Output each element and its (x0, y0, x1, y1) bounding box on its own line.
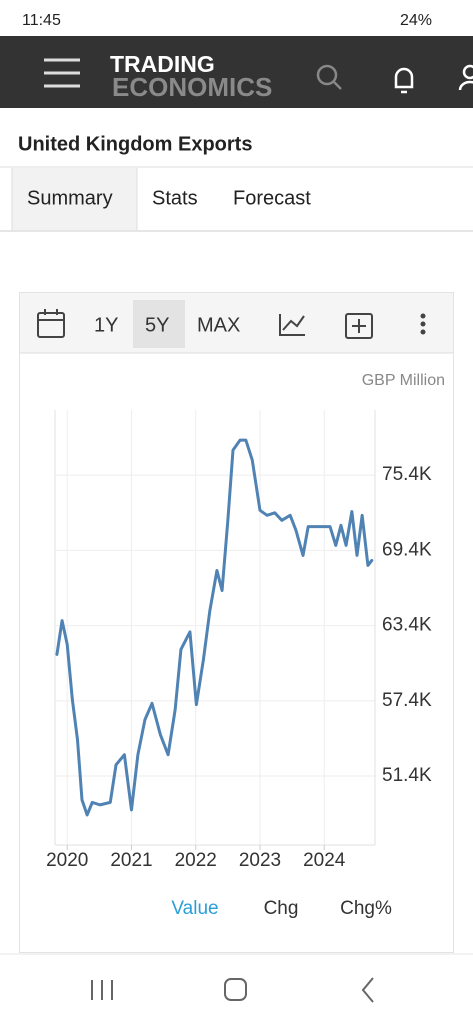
status-bar (0, 0, 473, 36)
status-battery: 24% (400, 12, 432, 29)
view-toggle[interactable]: Chg (264, 898, 299, 919)
logo-top: TRADING (110, 51, 215, 77)
compare-icon[interactable] (345, 313, 373, 339)
x-tick-label: 2020 (46, 850, 88, 871)
view-toggle[interactable]: Chg% (340, 898, 392, 919)
x-tick-label: 2023 (239, 850, 281, 871)
x-tick-label: 2021 (110, 850, 152, 871)
menu-icon[interactable] (44, 58, 80, 88)
y-tick-label: 51.4K (382, 765, 432, 786)
data-line (55, 438, 374, 817)
chart-card (19, 292, 454, 953)
y-tick-label: 75.4K (382, 464, 432, 485)
range-button[interactable]: 1Y (94, 314, 118, 336)
tab[interactable]: Stats (152, 187, 198, 209)
view-toggle[interactable]: Value (171, 898, 218, 919)
tab[interactable]: Summary (27, 187, 113, 209)
range-active-bg (133, 300, 185, 348)
tab[interactable]: Forecast (233, 187, 311, 209)
page-title: United Kingdom Exports (18, 133, 252, 155)
more-icon[interactable] (420, 313, 426, 335)
unit-label: GBP Million (362, 372, 445, 389)
range-button[interactable]: 5Y (145, 314, 169, 336)
logo-bottom: ECONOMICS (112, 72, 272, 102)
status-time: 11:45 (22, 12, 61, 29)
tab-active-bg (12, 168, 137, 230)
x-tick-label: 2022 (175, 850, 217, 871)
nav-back[interactable] (361, 977, 374, 1003)
search-icon[interactable] (316, 64, 342, 90)
calendar-icon[interactable] (37, 309, 65, 338)
y-tick-label: 63.4K (382, 615, 432, 636)
y-tick-label: 57.4K (382, 690, 432, 711)
user-icon[interactable] (458, 64, 473, 91)
x-tick-label: 2024 (303, 850, 346, 871)
nav-recent[interactable] (91, 980, 113, 1000)
chart-type-icon[interactable] (279, 314, 305, 336)
y-tick-label: 69.4K (382, 539, 432, 560)
range-button[interactable]: MAX (197, 314, 240, 336)
bell-icon[interactable] (394, 67, 414, 94)
nav-home[interactable] (224, 978, 247, 1001)
toolbar (20, 293, 453, 353)
